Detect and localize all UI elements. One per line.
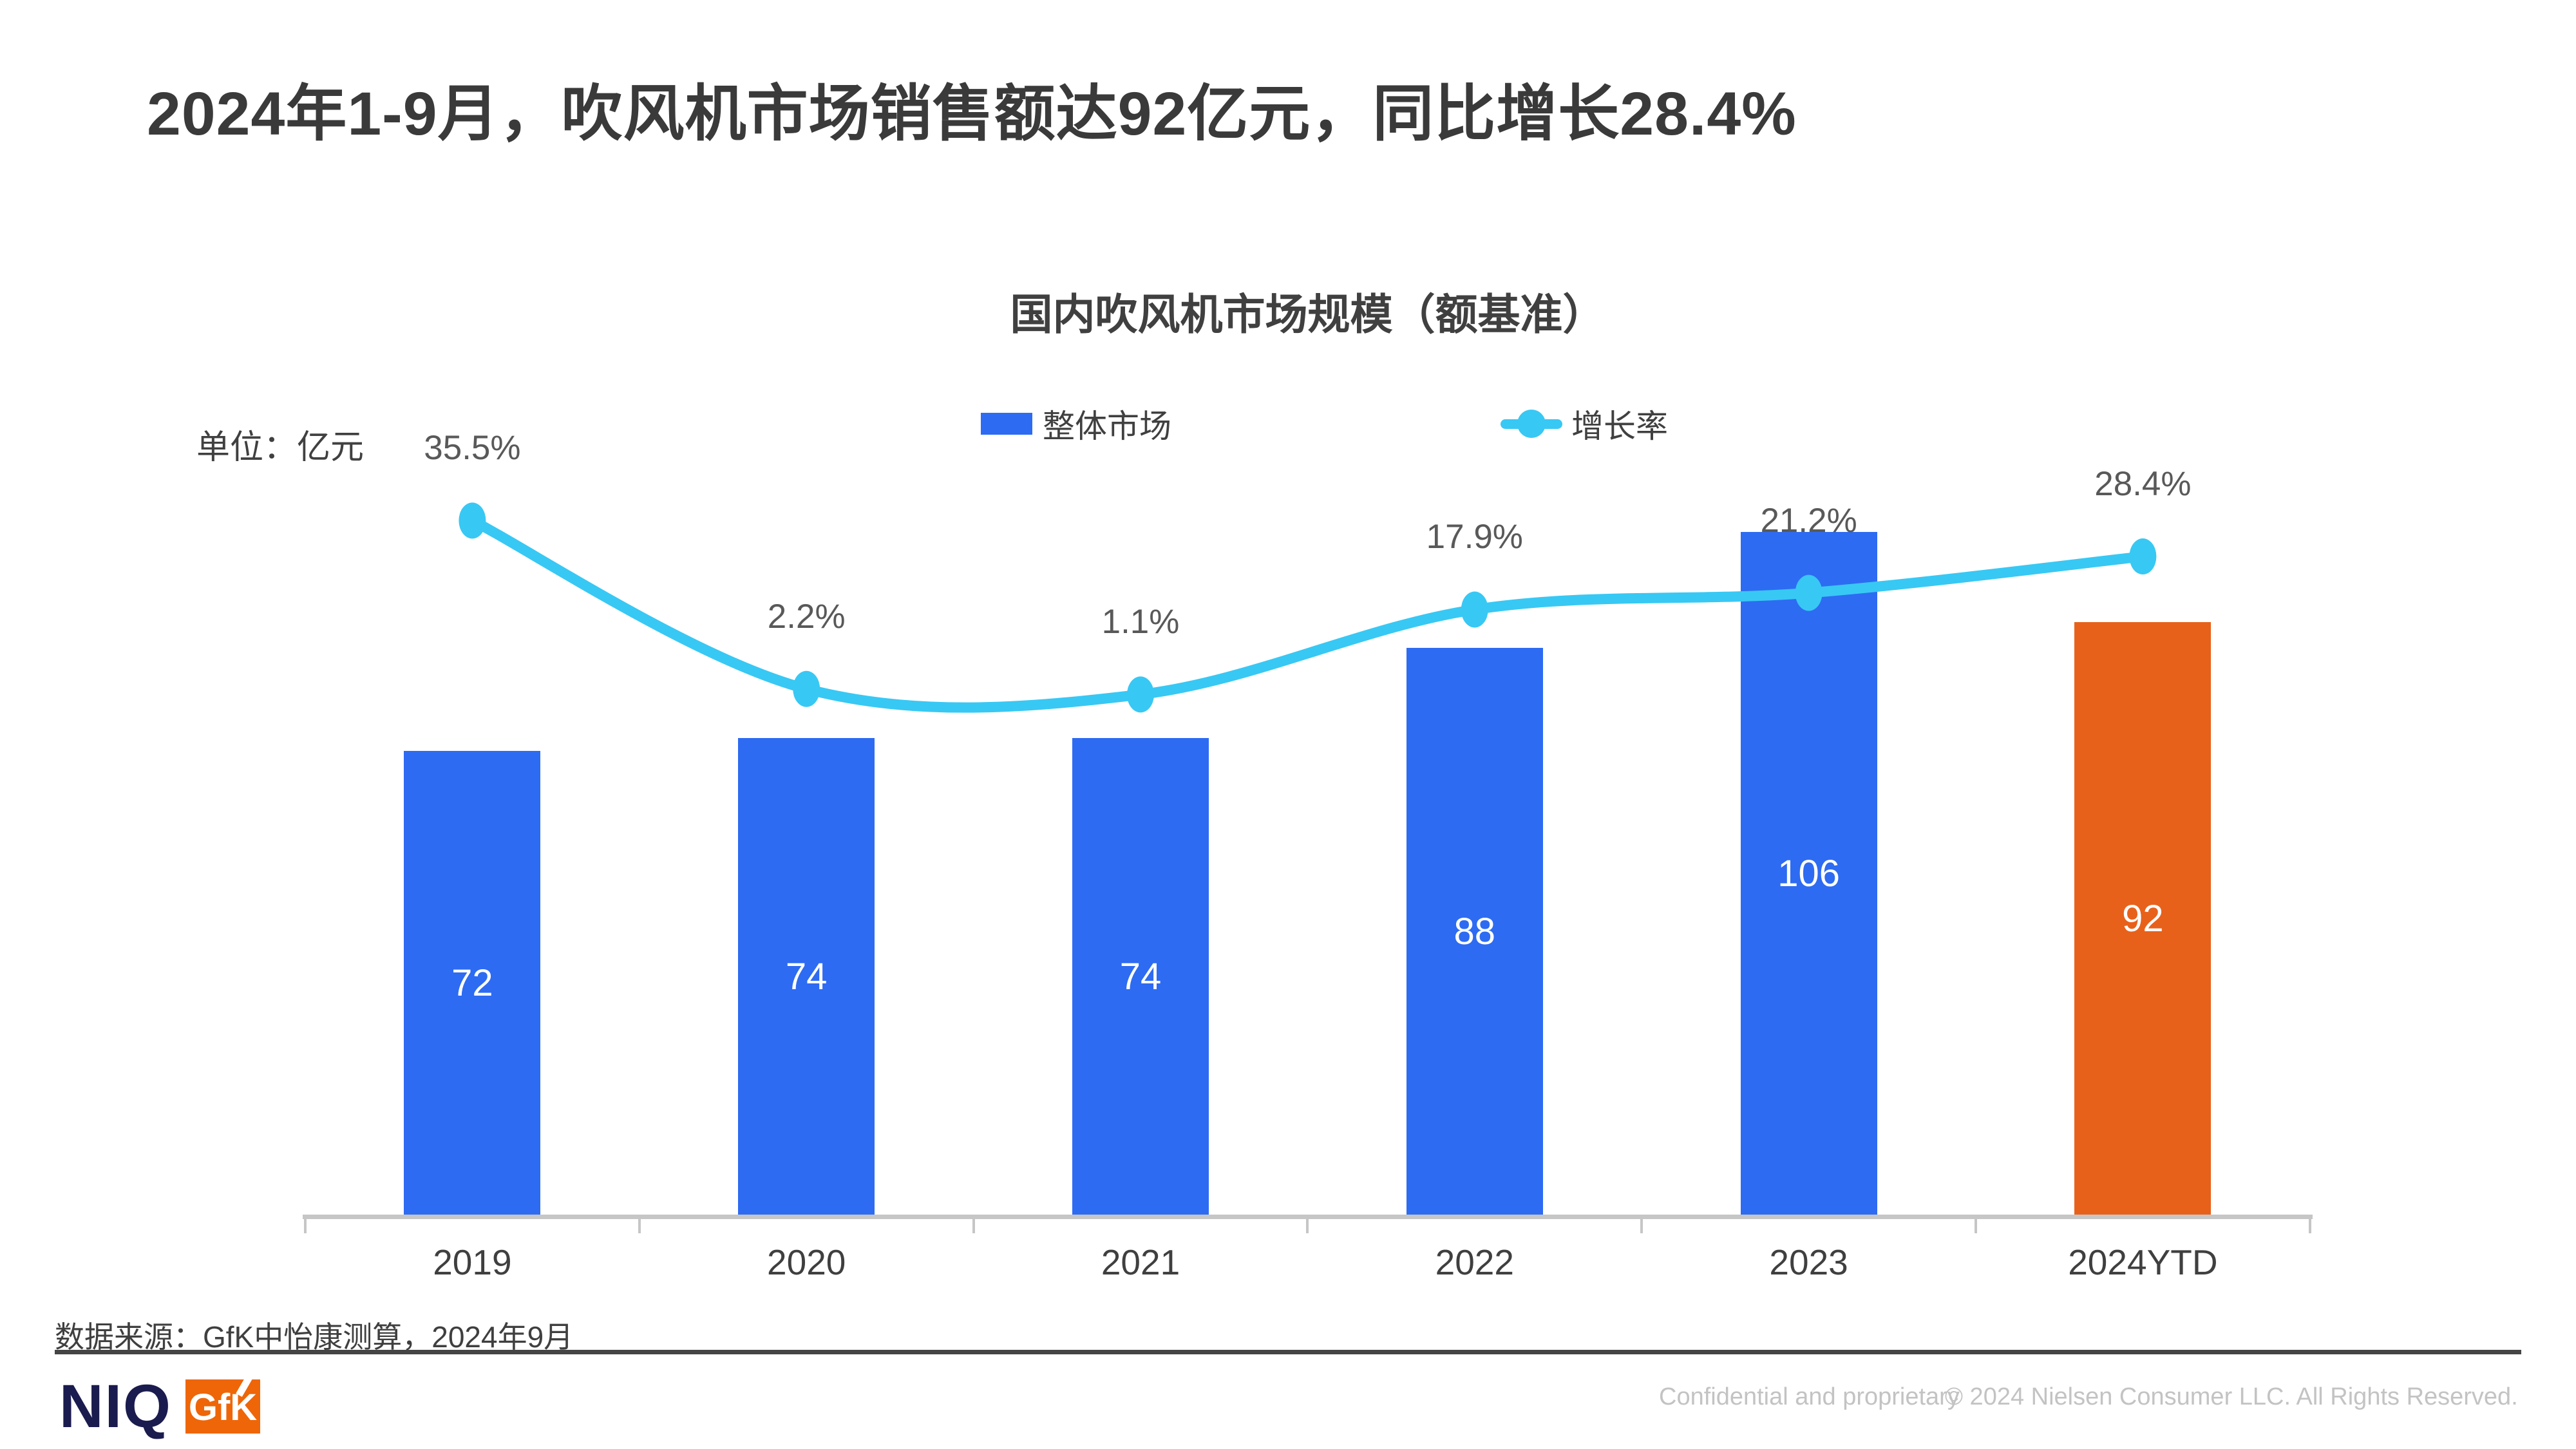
legend-label-total-market: 整体市场	[1043, 408, 1171, 444]
legend-item-growth-rate: 增长率	[1501, 406, 1668, 444]
growth-label-2024YTD: 28.4%	[2094, 465, 2192, 504]
page-title: 2024年1-9月，吹风机市场销售额达92亿元，同比增长28.4%	[147, 80, 1797, 148]
x-axis-tick	[972, 1215, 975, 1233]
source-note: 数据来源：GfK中怡康测算，2024年9月	[55, 1320, 574, 1354]
growth-point-2022	[1461, 591, 1488, 628]
footer-divider	[55, 1350, 2521, 1354]
bar-2024YTD	[2074, 622, 2211, 1215]
bar-2021	[1072, 738, 1209, 1215]
legend-bar-swatch-icon	[981, 413, 1032, 435]
x-axis-tick	[2308, 1215, 2311, 1233]
x-axis-tick	[1975, 1215, 1977, 1233]
x-axis-label-2022: 2022	[1435, 1242, 1514, 1282]
growth-point-2019	[459, 502, 486, 539]
x-axis-tick	[1306, 1215, 1309, 1233]
growth-point-2021	[1127, 676, 1154, 713]
bar-value-2022: 88	[1454, 911, 1496, 952]
bar-2022	[1406, 648, 1543, 1215]
bar-value-2024YTD: 92	[2122, 898, 2164, 940]
bar-value-2020: 74	[785, 956, 828, 998]
x-axis-tick	[304, 1215, 307, 1233]
growth-label-2022: 17.9%	[1426, 518, 1523, 556]
growth-point-2020	[793, 670, 820, 707]
legend-dot-icon	[1517, 410, 1546, 438]
x-axis-tick	[638, 1215, 641, 1233]
growth-label-2021: 1.1%	[1101, 603, 1180, 641]
footer-copyright: © 2024 Nielsen Consumer LLC. All Rights …	[1945, 1383, 2518, 1410]
niq-logo: NIQ	[59, 1372, 172, 1441]
bar-value-2023: 106	[1777, 853, 1840, 895]
chart-title: 国内吹风机市场规模（额基准）	[1010, 290, 1605, 338]
gfk-logo-text: GfK	[188, 1387, 258, 1428]
x-axis-label-2020: 2020	[767, 1242, 846, 1282]
legend-label-growth-rate: 增长率	[1571, 408, 1668, 444]
legend-line-marker-icon	[1501, 409, 1562, 439]
growth-point-2024YTD	[2129, 538, 2157, 575]
footer-confidential: Confidential and proprietary	[1659, 1383, 1960, 1410]
bar-2019	[404, 751, 541, 1215]
x-axis-label-2019: 2019	[433, 1242, 512, 1282]
growth-label-2020: 2.2%	[767, 597, 846, 636]
x-axis-label-2021: 2021	[1101, 1242, 1180, 1282]
legend-item-total-market: 整体市场	[981, 406, 1171, 444]
bar-value-2019: 72	[451, 962, 493, 1004]
growth-label-2023: 21.2%	[1760, 501, 1857, 540]
x-axis-label-2024YTD: 2024YTD	[2068, 1242, 2218, 1282]
x-axis-label-2023: 2023	[1769, 1242, 1848, 1282]
bar-2020	[738, 738, 875, 1215]
x-axis-tick	[1640, 1215, 1643, 1233]
gfk-logo: GfK	[185, 1363, 260, 1434]
bar-value-2021: 74	[1119, 956, 1162, 998]
growth-label-2019: 35.5%	[424, 429, 521, 468]
unit-label: 单位：亿元	[196, 429, 365, 466]
